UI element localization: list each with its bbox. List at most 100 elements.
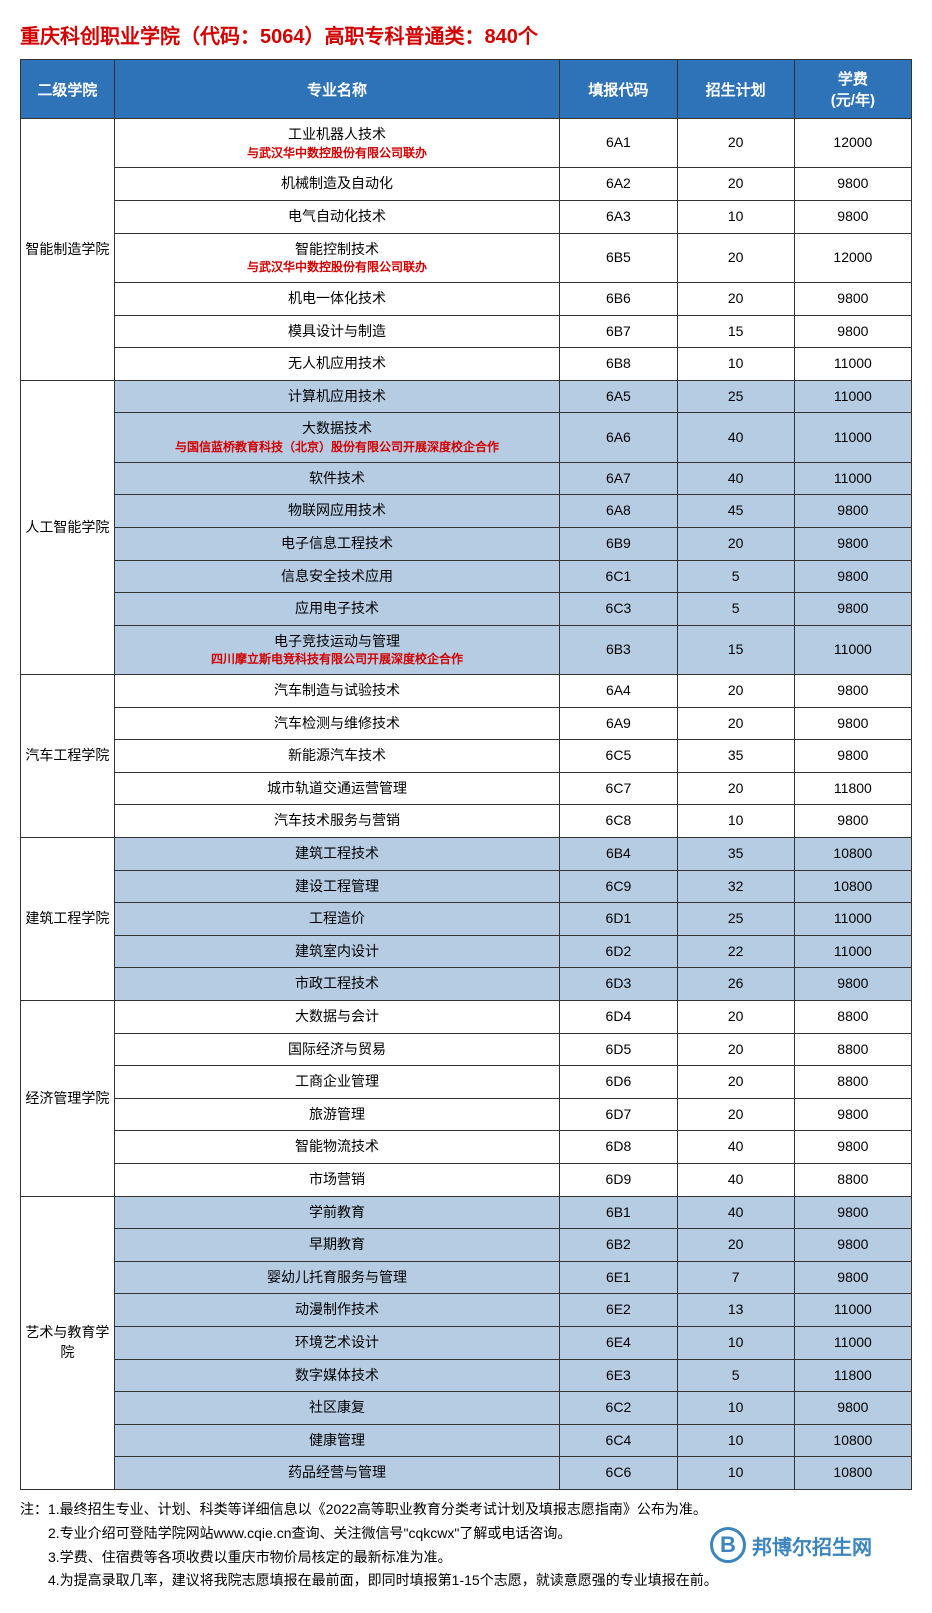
major-cell: 无人机应用技术 [114,348,560,381]
table-row: 环境艺术设计6E41011000 [21,1326,912,1359]
fee-cell: 9800 [794,1196,911,1229]
fee-cell: 11000 [794,413,911,462]
code-cell: 6E4 [560,1326,677,1359]
header-code: 填报代码 [560,60,677,119]
code-cell: 6D3 [560,968,677,1001]
major-cell: 电气自动化技术 [114,200,560,233]
fee-cell: 9800 [794,1229,911,1262]
code-cell: 6D1 [560,903,677,936]
plan-cell: 45 [677,495,794,528]
table-row: 机械制造及自动化6A2209800 [21,168,912,201]
table-row: 汽车技术服务与营销6C8109800 [21,805,912,838]
major-cell: 信息安全技术应用 [114,560,560,593]
major-cell: 动漫制作技术 [114,1294,560,1327]
watermark-text: 邦博尔招生网 [752,1531,872,1560]
college-cell: 人工智能学院 [21,380,115,674]
code-cell: 6D4 [560,1001,677,1034]
fee-cell: 11000 [794,462,911,495]
table-row: 机电一体化技术6B6209800 [21,282,912,315]
table-row: 健康管理6C41010800 [21,1424,912,1457]
major-cell: 机电一体化技术 [114,282,560,315]
major-cell: 计算机应用技术 [114,380,560,413]
code-cell: 6C6 [560,1457,677,1490]
college-cell: 建筑工程学院 [21,838,115,1001]
fee-cell: 10800 [794,1457,911,1490]
major-subtext: 与武汉华中数控股份有限公司联办 [119,145,556,162]
code-cell: 6C7 [560,772,677,805]
code-cell: 6C3 [560,593,677,626]
fee-cell: 12000 [794,119,911,168]
fee-cell: 11000 [794,935,911,968]
code-cell: 6A4 [560,675,677,708]
watermark: B 邦博尔招生网 [710,1527,872,1563]
table-row: 软件技术6A74011000 [21,462,912,495]
fee-cell: 8800 [794,1066,911,1099]
fee-cell: 11000 [794,1326,911,1359]
table-row: 早期教育6B2209800 [21,1229,912,1262]
plan-cell: 5 [677,593,794,626]
table-row: 智能物流技术6D8409800 [21,1131,912,1164]
plan-cell: 10 [677,805,794,838]
plan-cell: 20 [677,1229,794,1262]
table-row: 药品经营与管理6C61010800 [21,1457,912,1490]
table-row: 汽车检测与维修技术6A9209800 [21,707,912,740]
plan-cell: 35 [677,838,794,871]
fee-cell: 11000 [794,625,911,674]
table-row: 建筑室内设计6D22211000 [21,935,912,968]
table-row: 工商企业管理6D6208800 [21,1066,912,1099]
plan-cell: 5 [677,1359,794,1392]
code-cell: 6D8 [560,1131,677,1164]
fee-cell: 9800 [794,805,911,838]
code-cell: 6A3 [560,200,677,233]
major-cell: 机械制造及自动化 [114,168,560,201]
major-cell: 电子信息工程技术 [114,527,560,560]
table-row: 经济管理学院大数据与会计6D4208800 [21,1001,912,1034]
code-cell: 6B8 [560,348,677,381]
code-cell: 6C2 [560,1392,677,1425]
table-row: 建筑工程学院建筑工程技术6B43510800 [21,838,912,871]
plan-cell: 10 [677,1457,794,1490]
fee-cell: 8800 [794,1001,911,1034]
major-cell: 数字媒体技术 [114,1359,560,1392]
table-row: 工程造价6D12511000 [21,903,912,936]
code-cell: 6B1 [560,1196,677,1229]
major-cell: 软件技术 [114,462,560,495]
fee-cell: 10800 [794,870,911,903]
table-row: 汽车工程学院汽车制造与试验技术6A4209800 [21,675,912,708]
code-cell: 6C8 [560,805,677,838]
header-college: 二级学院 [21,60,115,119]
plan-cell: 20 [677,1033,794,1066]
major-cell: 模具设计与制造 [114,315,560,348]
fee-cell: 9800 [794,740,911,773]
code-cell: 6D2 [560,935,677,968]
major-name: 工业机器人技术 [288,126,386,142]
fee-cell: 9800 [794,1131,911,1164]
major-name: 电子竞技运动与管理 [274,633,400,649]
plan-cell: 40 [677,462,794,495]
fee-cell: 9800 [794,707,911,740]
code-cell: 6A6 [560,413,677,462]
fee-cell: 9800 [794,1392,911,1425]
major-cell: 大数据技术与国信蓝桥教育科技（北京）股份有限公司开展深度校企合作 [114,413,560,462]
major-subtext: 与武汉华中数控股份有限公司联办 [119,259,556,276]
major-cell: 建设工程管理 [114,870,560,903]
major-cell: 汽车制造与试验技术 [114,675,560,708]
code-cell: 6E3 [560,1359,677,1392]
fee-cell: 11000 [794,380,911,413]
plan-cell: 20 [677,772,794,805]
plan-cell: 10 [677,348,794,381]
code-cell: 6C5 [560,740,677,773]
major-cell: 市场营销 [114,1164,560,1197]
code-cell: 6B6 [560,282,677,315]
plan-cell: 10 [677,1326,794,1359]
table-row: 大数据技术与国信蓝桥教育科技（北京）股份有限公司开展深度校企合作6A640110… [21,413,912,462]
fee-cell: 9800 [794,315,911,348]
fee-cell: 9800 [794,593,911,626]
fee-cell: 9800 [794,675,911,708]
plan-cell: 20 [677,707,794,740]
table-row: 数字媒体技术6E3511800 [21,1359,912,1392]
table-row: 应用电子技术6C359800 [21,593,912,626]
fee-cell: 9800 [794,168,911,201]
code-cell: 6C4 [560,1424,677,1457]
plan-cell: 5 [677,560,794,593]
